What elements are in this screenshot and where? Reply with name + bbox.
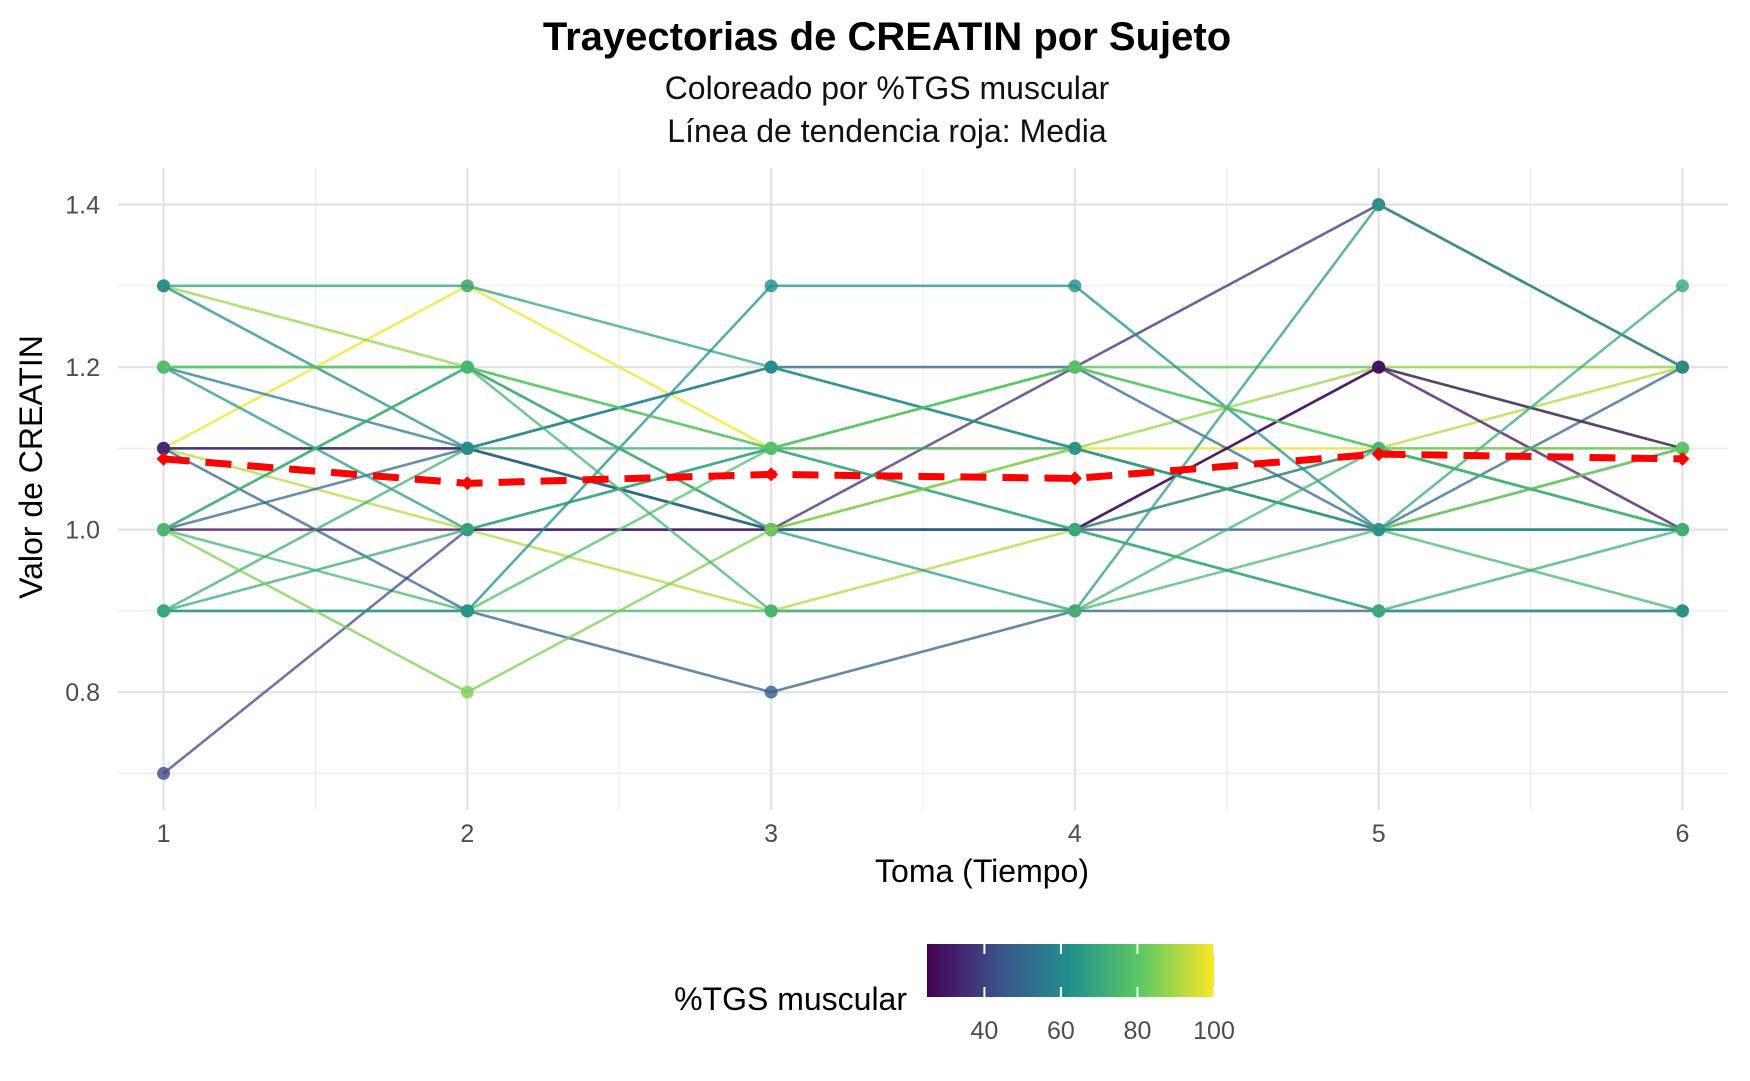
subject-point bbox=[1068, 441, 1082, 455]
legend-tick-label: 100 bbox=[1193, 1017, 1235, 1045]
y-axis-title: Valor de CREATIN bbox=[13, 335, 49, 599]
subject-point bbox=[460, 360, 474, 374]
mean-point bbox=[1067, 471, 1082, 486]
subject-point bbox=[764, 279, 778, 293]
legend-colorbar bbox=[927, 944, 1214, 997]
legend-tick-label: 60 bbox=[1047, 1017, 1075, 1045]
x-axis-title: Toma (Tiempo) bbox=[875, 853, 1089, 889]
subject-point bbox=[460, 441, 474, 455]
y-tick-label: 1.0 bbox=[65, 517, 100, 545]
x-tick-label: 4 bbox=[1068, 820, 1082, 848]
subject-point bbox=[1675, 523, 1689, 537]
subject-point bbox=[1675, 360, 1689, 374]
subject-point bbox=[157, 360, 171, 374]
y-tick-label: 1.2 bbox=[65, 354, 100, 382]
subject-point bbox=[460, 604, 474, 618]
color-legend: %TGS muscular 40 60 80 100 bbox=[674, 944, 1235, 1045]
x-tick-label: 5 bbox=[1372, 820, 1386, 848]
subject-point bbox=[157, 766, 171, 780]
y-tick-label: 0.8 bbox=[65, 679, 100, 707]
mean-point bbox=[1371, 447, 1386, 462]
chart-subtitle-line-1: Coloreado por %TGS muscular bbox=[665, 70, 1110, 106]
mean-line bbox=[163, 450, 1683, 487]
subject-point bbox=[764, 441, 778, 455]
subject-line bbox=[162, 365, 1683, 613]
subject-line bbox=[163, 284, 1684, 613]
subject-point bbox=[157, 279, 171, 293]
subject-point bbox=[764, 523, 778, 537]
subject-point bbox=[1068, 360, 1082, 374]
x-tick-label: 3 bbox=[764, 820, 778, 848]
y-tick-label: 1.4 bbox=[65, 192, 100, 220]
subject-line bbox=[163, 365, 1684, 532]
subject-point bbox=[1068, 523, 1082, 537]
subject-point bbox=[1372, 360, 1386, 374]
axis-ticks: 1 2 3 4 5 6 0.8 1.0 1.2 1.4 bbox=[65, 192, 1689, 848]
subject-point bbox=[157, 523, 171, 537]
chart-title: Trayectorias de CREATIN por Sujeto bbox=[543, 15, 1231, 59]
mean-point bbox=[764, 467, 779, 482]
mean-point bbox=[1675, 451, 1690, 466]
subject-point bbox=[460, 685, 474, 699]
mean-trend bbox=[156, 447, 1690, 491]
subject-point bbox=[1372, 198, 1386, 212]
subject-point bbox=[764, 685, 778, 699]
mean-point bbox=[156, 451, 171, 466]
subject-point bbox=[764, 360, 778, 374]
subject-point bbox=[1068, 279, 1082, 293]
subject-point bbox=[1675, 279, 1689, 293]
subject-trajectories bbox=[157, 198, 1689, 780]
subject-point bbox=[1068, 604, 1082, 618]
subject-point bbox=[1372, 523, 1386, 537]
subject-point bbox=[1372, 604, 1386, 618]
chart-subtitle-line-2: Línea de tendencia roja: Media bbox=[667, 113, 1107, 149]
subject-line bbox=[163, 365, 1683, 450]
subject-point bbox=[157, 441, 171, 455]
x-tick-label: 6 bbox=[1675, 820, 1689, 848]
x-tick-label: 2 bbox=[460, 820, 474, 848]
x-tick-label: 1 bbox=[157, 820, 171, 848]
subject-point bbox=[460, 279, 474, 293]
subject-point bbox=[157, 604, 171, 618]
subject-point bbox=[460, 523, 474, 537]
subject-line bbox=[162, 447, 1683, 694]
legend-tick-label: 40 bbox=[970, 1017, 998, 1045]
subject-point bbox=[1675, 441, 1689, 455]
legend-tick-label: 80 bbox=[1124, 1017, 1152, 1045]
subject-point bbox=[1675, 604, 1689, 618]
subject-point bbox=[764, 604, 778, 618]
legend-title: %TGS muscular bbox=[674, 981, 907, 1017]
mean-point bbox=[460, 476, 475, 491]
